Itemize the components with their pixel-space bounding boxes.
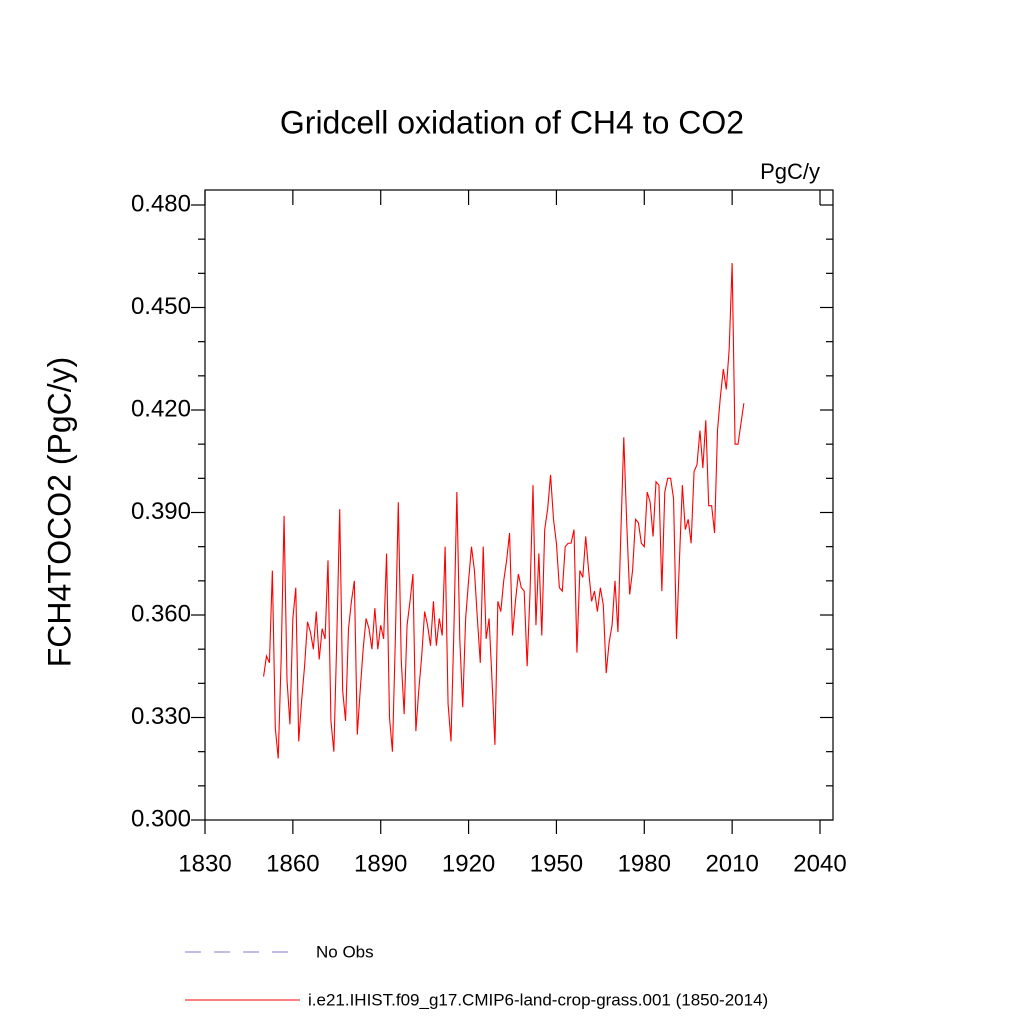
x-tick-label: 1830 (178, 850, 231, 877)
x-tick-label: 2010 (705, 850, 758, 877)
data-line (263, 263, 745, 759)
x-tick-label: 2040 (793, 850, 846, 877)
legend-label: No Obs (316, 942, 374, 961)
y-tick-label: 0.450 (131, 293, 191, 320)
x-tick-label: 1890 (354, 850, 407, 877)
units-label: PgC/y (760, 159, 820, 184)
y-tick-label: 0.390 (131, 498, 191, 525)
x-tick-label: 1950 (530, 850, 583, 877)
y-tick-label: 0.300 (131, 805, 191, 832)
x-tick-label: 1980 (618, 850, 671, 877)
y-tick-label: 0.420 (131, 395, 191, 422)
y-tick-label: 0.360 (131, 600, 191, 627)
y-tick-label: 0.480 (131, 190, 191, 217)
x-tick-label: 1920 (442, 850, 495, 877)
chart-title: Gridcell oxidation of CH4 to CO2 (280, 104, 744, 140)
x-tick-label: 1860 (266, 850, 319, 877)
plot-frame (204, 189, 834, 821)
y-axis-label: FCH4TOCO2 (PgC/y) (41, 357, 77, 668)
legend-label: i.e21.IHIST.f09_g17.CMIP6-land-crop-gras… (308, 990, 768, 1009)
y-tick-label: 0.330 (131, 703, 191, 730)
